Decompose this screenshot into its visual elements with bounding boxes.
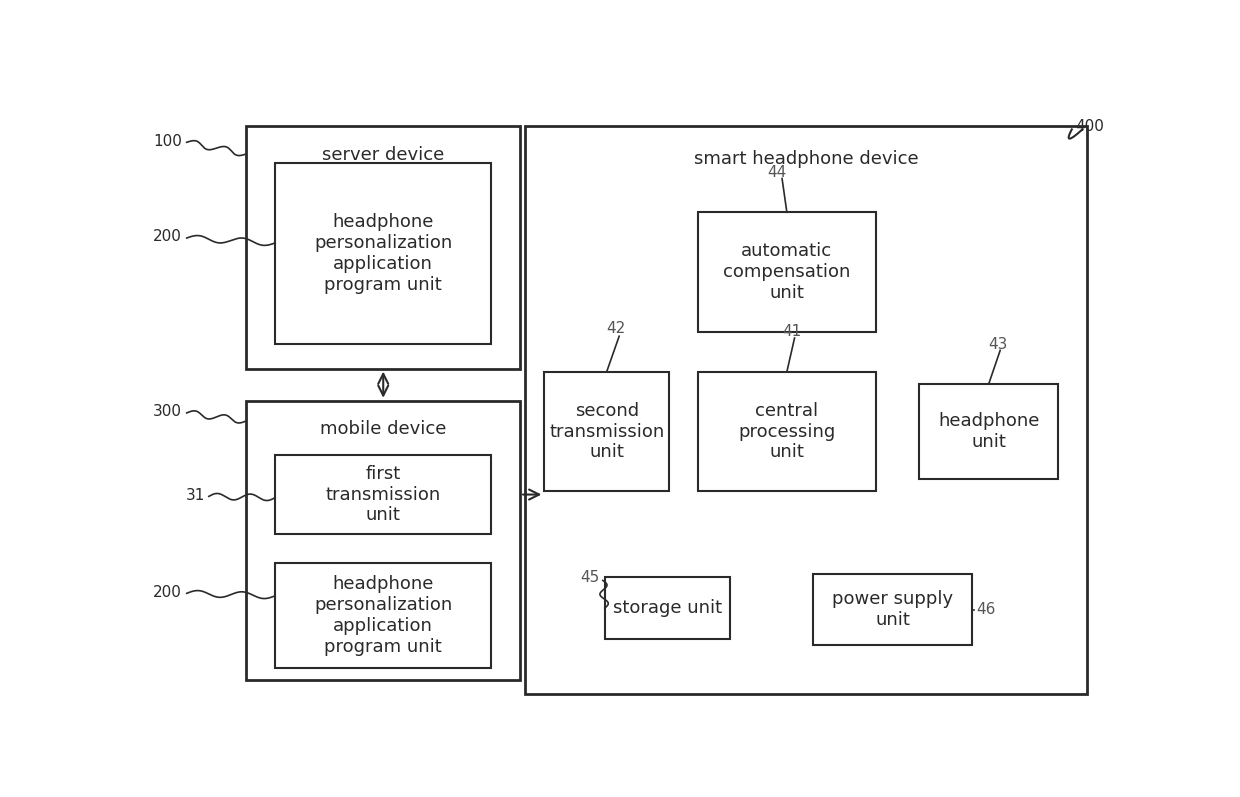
Bar <box>813 575 972 645</box>
Text: smart headphone device: smart headphone device <box>693 150 919 167</box>
Bar <box>247 126 521 369</box>
Bar <box>525 126 1087 694</box>
Bar <box>247 401 521 680</box>
Text: 200: 200 <box>153 585 182 600</box>
Text: 400: 400 <box>1075 119 1105 134</box>
Bar <box>275 454 491 535</box>
Text: headphone
personalization
application
program unit: headphone personalization application pr… <box>314 575 453 656</box>
Text: headphone
unit: headphone unit <box>937 412 1039 451</box>
Text: mobile device: mobile device <box>320 420 446 438</box>
Text: second
transmission
unit: second transmission unit <box>549 402 665 461</box>
Text: 300: 300 <box>153 404 182 419</box>
Text: 200: 200 <box>153 230 182 245</box>
Text: headphone
personalization
application
program unit: headphone personalization application pr… <box>314 214 453 294</box>
Text: 44: 44 <box>768 165 787 180</box>
Bar <box>275 163 491 344</box>
Text: 46: 46 <box>977 602 996 617</box>
Bar <box>544 371 670 492</box>
Text: storage unit: storage unit <box>613 599 722 617</box>
Bar <box>919 384 1059 479</box>
Bar <box>605 577 729 638</box>
Text: power supply
unit: power supply unit <box>832 591 954 629</box>
Text: 42: 42 <box>606 321 626 336</box>
Bar <box>275 563 491 668</box>
Text: automatic
compensation
unit: automatic compensation unit <box>723 242 851 302</box>
Bar <box>698 212 875 332</box>
Text: 43: 43 <box>988 336 1008 351</box>
Text: 100: 100 <box>153 134 182 149</box>
Text: 31: 31 <box>186 489 205 503</box>
Text: first
transmission
unit: first transmission unit <box>326 465 441 524</box>
Text: 45: 45 <box>580 570 600 585</box>
Text: central
processing
unit: central processing unit <box>738 402 836 461</box>
Bar <box>698 371 875 492</box>
Text: 41: 41 <box>782 324 801 340</box>
Text: server device: server device <box>322 146 444 164</box>
